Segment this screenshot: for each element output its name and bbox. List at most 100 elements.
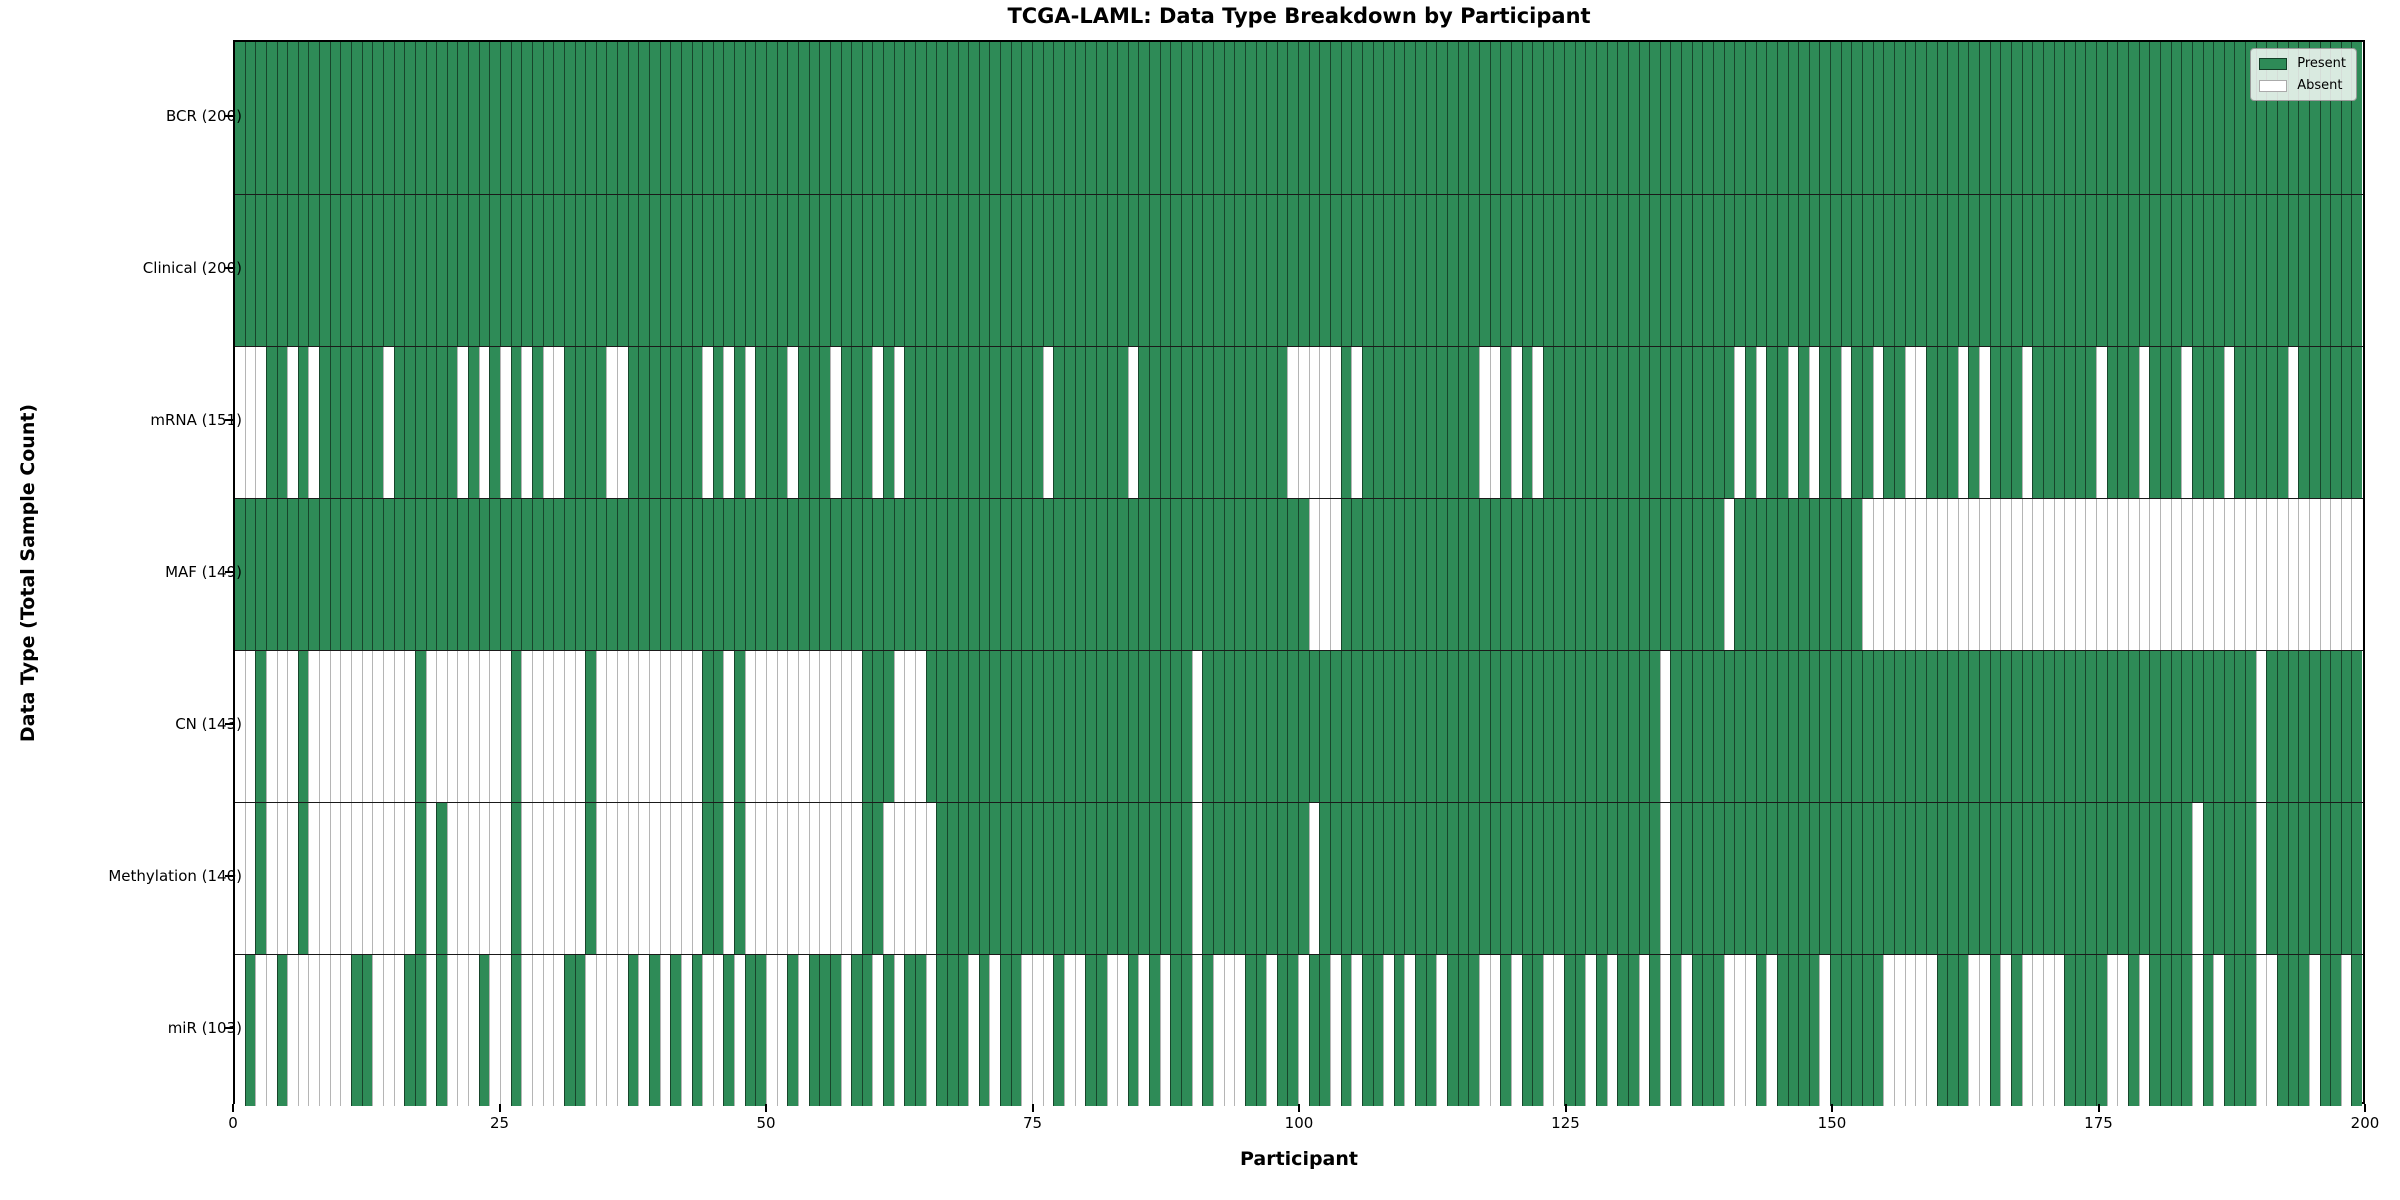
cell-miR-p14 [382, 955, 394, 1106]
cell-Clinical-p30 [553, 195, 564, 346]
cell-mRNA-p0 [235, 347, 245, 498]
cell-BCR-p127 [1585, 42, 1596, 194]
cell-Methylation-p35 [606, 803, 618, 954]
cell-mRNA-p86 [1149, 347, 1160, 498]
cell-CN-p192 [2277, 651, 2288, 802]
cell-CN-p58 [851, 651, 862, 802]
cell-mRNA-p168 [2021, 347, 2033, 498]
cell-Clinical-p42 [680, 195, 692, 346]
cell-CN-p80 [1085, 651, 1096, 802]
cell-Clinical-p179 [2138, 195, 2150, 346]
cell-Clinical-p62 [893, 195, 905, 346]
cell-mRNA-p155 [1883, 347, 1894, 498]
cell-MAF-p11 [351, 499, 362, 650]
cell-miR-p158 [1915, 955, 1926, 1106]
cell-Methylation-p3 [265, 803, 277, 954]
cell-mRNA-p145 [1776, 347, 1788, 498]
cell-CN-p136 [1681, 651, 1692, 802]
cell-MAF-p14 [382, 499, 394, 650]
cell-Clinical-p111 [1415, 195, 1426, 346]
cell-CN-p121 [1521, 651, 1533, 802]
cell-Clinical-p137 [1691, 195, 1703, 346]
cell-Methylation-p12 [361, 803, 373, 954]
cell-Clinical-p160 [1936, 195, 1948, 346]
cell-MAF-p160 [1936, 499, 1948, 650]
cell-Clinical-p108 [1383, 195, 1394, 346]
cell-mRNA-p190 [2255, 347, 2267, 498]
cell-Clinical-p56 [829, 195, 841, 346]
cell-CN-p166 [2000, 651, 2011, 802]
cell-Methylation-p82 [1106, 803, 1118, 954]
cell-miR-p136 [1681, 955, 1692, 1106]
cell-miR-p166 [2000, 955, 2011, 1106]
cell-Methylation-p122 [1532, 803, 1543, 954]
cell-mRNA-p83 [1117, 347, 1128, 498]
cell-Methylation-p192 [2277, 803, 2288, 954]
cell-mRNA-p192 [2277, 347, 2288, 498]
cell-mRNA-p18 [425, 347, 437, 498]
cell-MAF-p89 [1181, 499, 1192, 650]
cell-mRNA-p37 [627, 347, 639, 498]
cell-CN-p66 [936, 651, 947, 802]
cell-BCR-p131 [1627, 42, 1639, 194]
cell-Clinical-p81 [1095, 195, 1107, 346]
cell-mRNA-p36 [617, 347, 628, 498]
cell-miR-p179 [2138, 955, 2150, 1106]
cell-Clinical-p102 [1319, 195, 1330, 346]
cell-miR-p183 [2181, 955, 2192, 1106]
cell-mRNA-p9 [329, 347, 341, 498]
cell-MAF-p154 [1872, 499, 1884, 650]
cell-Methylation-p155 [1883, 803, 1894, 954]
cell-Methylation-p153 [1862, 803, 1873, 954]
cell-CN-p129 [1606, 651, 1618, 802]
cell-MAF-p9 [329, 499, 341, 650]
cell-Clinical-p73 [1010, 195, 1022, 346]
cell-Methylation-p31 [563, 803, 575, 954]
cell-MAF-p168 [2021, 499, 2033, 650]
cell-CN-p194 [2298, 651, 2309, 802]
cell-Methylation-p66 [936, 803, 947, 954]
cell-BCR-p83 [1117, 42, 1128, 194]
cell-BCR-p177 [2117, 42, 2129, 194]
cell-mRNA-p94 [1234, 347, 1245, 498]
cell-Clinical-p158 [1915, 195, 1926, 346]
cell-Clinical-p150 [1830, 195, 1841, 346]
cell-mRNA-p54 [808, 347, 820, 498]
cell-BCR-p43 [691, 42, 703, 194]
cell-Methylation-p115 [1457, 803, 1469, 954]
cell-Methylation-p129 [1606, 803, 1618, 954]
cell-CN-p4 [276, 651, 288, 802]
cell-BCR-p104 [1340, 42, 1352, 194]
cell-Clinical-p1 [244, 195, 256, 346]
cell-MAF-p51 [776, 499, 788, 650]
cell-MAF-p38 [638, 499, 649, 650]
cell-BCR-p86 [1149, 42, 1160, 194]
cell-BCR-p90 [1191, 42, 1203, 194]
cell-BCR-p59 [861, 42, 873, 194]
cell-miR-p186 [2213, 955, 2224, 1106]
cell-BCR-p80 [1085, 42, 1096, 194]
cell-Methylation-p13 [372, 803, 383, 954]
cell-miR-p119 [1500, 955, 1511, 1106]
cell-MAF-p68 [957, 499, 969, 650]
cell-BCR-p6 [297, 42, 309, 194]
cell-Methylation-p16 [404, 803, 415, 954]
cell-Clinical-p168 [2021, 195, 2033, 346]
cell-Methylation-p110 [1404, 803, 1416, 954]
cell-miR-p102 [1319, 955, 1330, 1106]
cell-MAF-p146 [1787, 499, 1799, 650]
cell-Methylation-p95 [1244, 803, 1256, 954]
cell-CN-p39 [648, 651, 660, 802]
cell-mRNA-p35 [606, 347, 618, 498]
cell-mRNA-p29 [542, 347, 554, 498]
cell-MAF-p142 [1744, 499, 1756, 650]
cell-miR-p62 [893, 955, 905, 1106]
cell-mRNA-p157 [1904, 347, 1916, 498]
cell-miR-p40 [659, 955, 671, 1106]
cell-Clinical-p13 [372, 195, 383, 346]
cell-Methylation-p187 [2223, 803, 2235, 954]
cell-Clinical-p154 [1872, 195, 1884, 346]
cell-miR-p120 [1510, 955, 1522, 1106]
cell-CN-p168 [2021, 651, 2033, 802]
cell-CN-p163 [1968, 651, 1980, 802]
